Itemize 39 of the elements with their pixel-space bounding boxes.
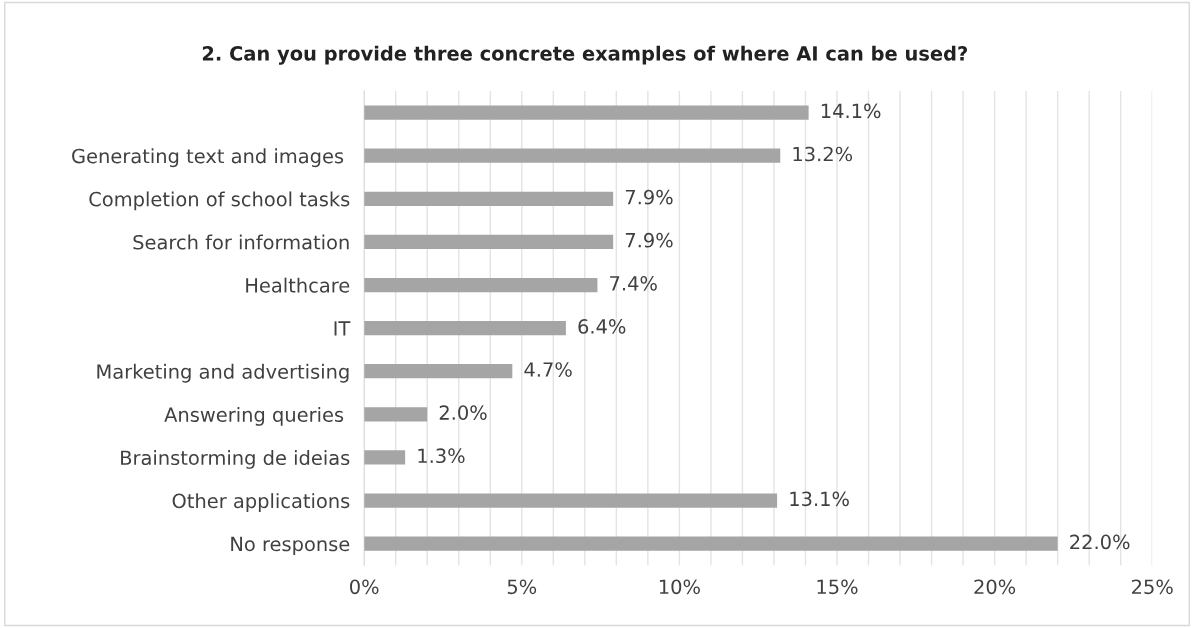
y-tick-label: No response (231, 536, 350, 556)
bar (364, 407, 428, 422)
bar (364, 364, 513, 379)
bar (364, 536, 1058, 551)
y-tick-label: IT (334, 321, 351, 336)
y-tick-label: Answering queries (164, 406, 344, 426)
data-label: 13.2% (793, 146, 853, 162)
y-tick-label: Generating text and images (72, 148, 344, 168)
bar (364, 277, 598, 293)
x-tick-label: 15% (817, 579, 858, 595)
y-tick-label: Marketing and advertising (97, 363, 349, 383)
data-label: 7.9% (625, 232, 673, 248)
y-tick-label: Completion of school tasks (89, 191, 350, 211)
y-tick-label: Brainstorming de ideias (121, 450, 350, 469)
bar (364, 191, 614, 206)
bar (364, 234, 614, 250)
y-tick-label: Search for information (133, 234, 349, 250)
data-label: 22.0% (1070, 534, 1130, 550)
data-label: 6.4% (578, 319, 626, 334)
bar (364, 321, 566, 336)
x-tick-label: 20% (974, 579, 1016, 595)
data-label: 4.7% (524, 362, 572, 377)
x-tick-label: 10% (659, 579, 700, 595)
bar (364, 148, 781, 163)
data-label: 1.3% (418, 448, 465, 464)
data-label: 13.1% (790, 491, 849, 507)
data-label: 7.9% (625, 189, 673, 205)
x-tick-label: 25% (1132, 579, 1173, 595)
bar (364, 493, 778, 508)
y-tick-label: Other applications (172, 493, 350, 512)
y-tick-label: Healthcare (246, 277, 350, 293)
data-label: 7.4% (610, 275, 657, 291)
chart-title: 2. Can you provide three concrete examples of where AI can be used? (202, 45, 968, 65)
x-tick-label: 5% (507, 579, 537, 595)
data-label: 14.1% (821, 103, 881, 119)
data-label: 2.0% (439, 405, 487, 420)
bar (364, 105, 809, 120)
bar (364, 450, 406, 465)
x-tick-label: 0% (350, 579, 379, 595)
